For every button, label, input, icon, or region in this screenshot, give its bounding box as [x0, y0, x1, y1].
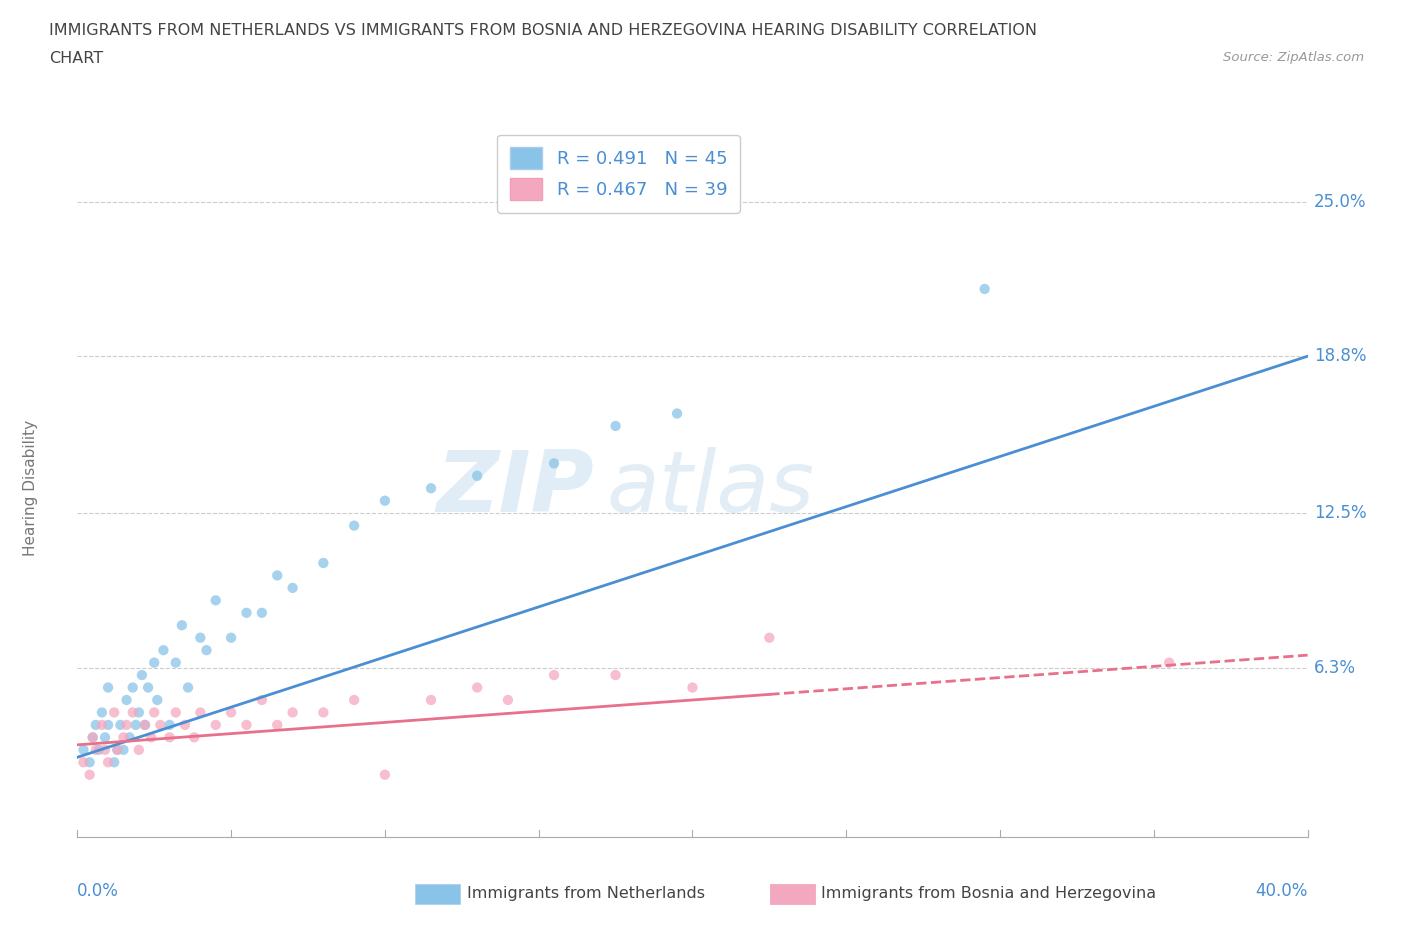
Point [312, 705, 335, 720]
Point [82, 730, 104, 745]
Point [143, 655, 166, 670]
Point [250, 605, 273, 620]
Point [94, 742, 117, 757]
Point [72, 755, 94, 770]
Point [420, 693, 443, 708]
Text: Immigrants from Netherlands: Immigrants from Netherlands [467, 886, 704, 901]
Point [250, 693, 273, 708]
Point [72, 742, 94, 757]
Point [204, 717, 226, 732]
Text: 6.3%: 6.3% [1313, 658, 1355, 677]
Text: 0.0%: 0.0% [77, 882, 120, 900]
Point [343, 518, 366, 533]
Point [87, 742, 110, 757]
Text: Immigrants from Bosnia and Herzegovina: Immigrants from Bosnia and Herzegovina [821, 886, 1156, 901]
Point [420, 481, 443, 496]
Point [110, 717, 132, 732]
Point [465, 469, 488, 484]
Point [682, 680, 704, 695]
Point [266, 568, 288, 583]
Point [543, 668, 565, 683]
Point [219, 631, 242, 645]
Point [170, 618, 193, 632]
Point [159, 717, 181, 732]
Point [204, 593, 226, 608]
Point [219, 705, 242, 720]
Text: Hearing Disability: Hearing Disability [22, 420, 38, 556]
Point [128, 705, 150, 720]
Point [115, 693, 138, 708]
Text: 25.0%: 25.0% [1313, 193, 1367, 211]
Point [174, 717, 197, 732]
Point [605, 668, 627, 683]
Point [183, 730, 205, 745]
Point [134, 717, 156, 732]
Point [266, 717, 288, 732]
Point [374, 767, 396, 782]
Point [90, 717, 114, 732]
Point [82, 730, 104, 745]
Point [97, 680, 120, 695]
Point [103, 705, 125, 720]
Point [112, 742, 135, 757]
Point [134, 717, 156, 732]
Text: 18.8%: 18.8% [1313, 347, 1367, 365]
Legend: R = 0.491   N = 45, R = 0.467   N = 39: R = 0.491 N = 45, R = 0.467 N = 39 [498, 135, 740, 213]
Point [128, 742, 150, 757]
Point [84, 717, 107, 732]
Point [195, 643, 218, 658]
Point [84, 742, 107, 757]
Point [465, 680, 488, 695]
Point [112, 730, 135, 745]
Point [94, 730, 117, 745]
Point [143, 705, 166, 720]
Point [152, 643, 174, 658]
Point [105, 742, 128, 757]
Point [136, 680, 159, 695]
Point [973, 282, 995, 297]
Point [605, 418, 627, 433]
Point [125, 717, 148, 732]
Point [121, 705, 143, 720]
Point [543, 456, 565, 471]
Point [97, 717, 120, 732]
Text: ZIP: ZIP [436, 446, 595, 530]
Point [149, 717, 172, 732]
Point [141, 730, 163, 745]
Point [188, 631, 212, 645]
Point [90, 705, 114, 720]
Point [496, 693, 519, 708]
Point [146, 693, 169, 708]
Text: CHART: CHART [49, 51, 103, 66]
Text: IMMIGRANTS FROM NETHERLANDS VS IMMIGRANTS FROM BOSNIA AND HERZEGOVINA HEARING DI: IMMIGRANTS FROM NETHERLANDS VS IMMIGRANT… [49, 23, 1038, 38]
Point [159, 730, 181, 745]
Point [374, 493, 396, 508]
Point [281, 580, 304, 595]
Point [758, 631, 780, 645]
Point [343, 693, 366, 708]
Point [666, 406, 689, 421]
Text: Source: ZipAtlas.com: Source: ZipAtlas.com [1223, 51, 1364, 64]
Point [105, 742, 128, 757]
Point [165, 705, 187, 720]
Text: 12.5%: 12.5% [1313, 504, 1367, 522]
Point [177, 680, 200, 695]
Point [235, 605, 257, 620]
Point [1159, 655, 1181, 670]
Text: 40.0%: 40.0% [1256, 882, 1308, 900]
Point [165, 655, 187, 670]
Point [118, 730, 141, 745]
Point [97, 755, 120, 770]
Point [188, 705, 212, 720]
Point [103, 755, 125, 770]
Point [79, 767, 101, 782]
Point [312, 555, 335, 570]
Point [131, 668, 153, 683]
Point [281, 705, 304, 720]
Text: atlas: atlas [606, 446, 814, 530]
Point [79, 755, 101, 770]
Point [235, 717, 257, 732]
Point [115, 717, 138, 732]
Point [121, 680, 143, 695]
